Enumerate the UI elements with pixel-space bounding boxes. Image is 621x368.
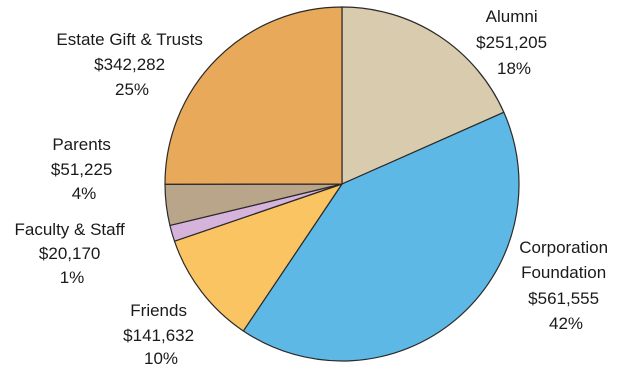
pie-slice-friends: [173, 183, 343, 332]
pie-slice-corporation-foundation: [242, 111, 520, 362]
label-friends: Friends $141,632 10%: [123, 301, 199, 368]
label-faculty-amount: $20,170: [39, 244, 100, 263]
label-corporation-percent: 42%: [549, 314, 583, 333]
pie-slice-alumni: [341, 6, 505, 185]
label-faculty-staff: Faculty & Staff $20,170 1%: [15, 220, 130, 287]
label-alumni-amount: $251,205: [476, 33, 547, 52]
label-estate-amount: $342,282: [94, 55, 165, 74]
label-corporation-amount: $561,555: [528, 289, 599, 308]
label-friends-amount: $141,632: [123, 326, 194, 345]
pie-slice-estate-gift-trusts: [164, 6, 343, 185]
label-alumni: Alumni $251,205 18%: [476, 7, 552, 78]
label-alumni-percent: 18%: [497, 59, 531, 78]
label-friends-percent: 10%: [144, 349, 178, 368]
label-alumni-name: Alumni: [486, 7, 538, 26]
label-parents: Parents $51,225 4%: [51, 135, 117, 203]
label-parents-name: Parents: [52, 135, 111, 154]
label-corporation-foundation: Corporation Foundation $561,555 42%: [519, 238, 613, 333]
label-faculty-name: Faculty & Staff: [15, 220, 126, 239]
label-estate-name: Estate Gift & Trusts: [56, 30, 202, 49]
label-estate-percent: 25%: [115, 80, 149, 99]
pie-slices: [164, 6, 520, 362]
label-corporation-name-line1: Corporation: [519, 238, 608, 257]
label-friends-name: Friends: [130, 301, 187, 320]
label-faculty-percent: 1%: [60, 268, 85, 287]
label-parents-amount: $51,225: [51, 160, 112, 179]
label-parents-percent: 4%: [72, 184, 97, 203]
label-corporation-name-line2: Foundation: [521, 263, 606, 282]
label-estate-gift-trusts: Estate Gift & Trusts $342,282 25%: [56, 30, 207, 99]
